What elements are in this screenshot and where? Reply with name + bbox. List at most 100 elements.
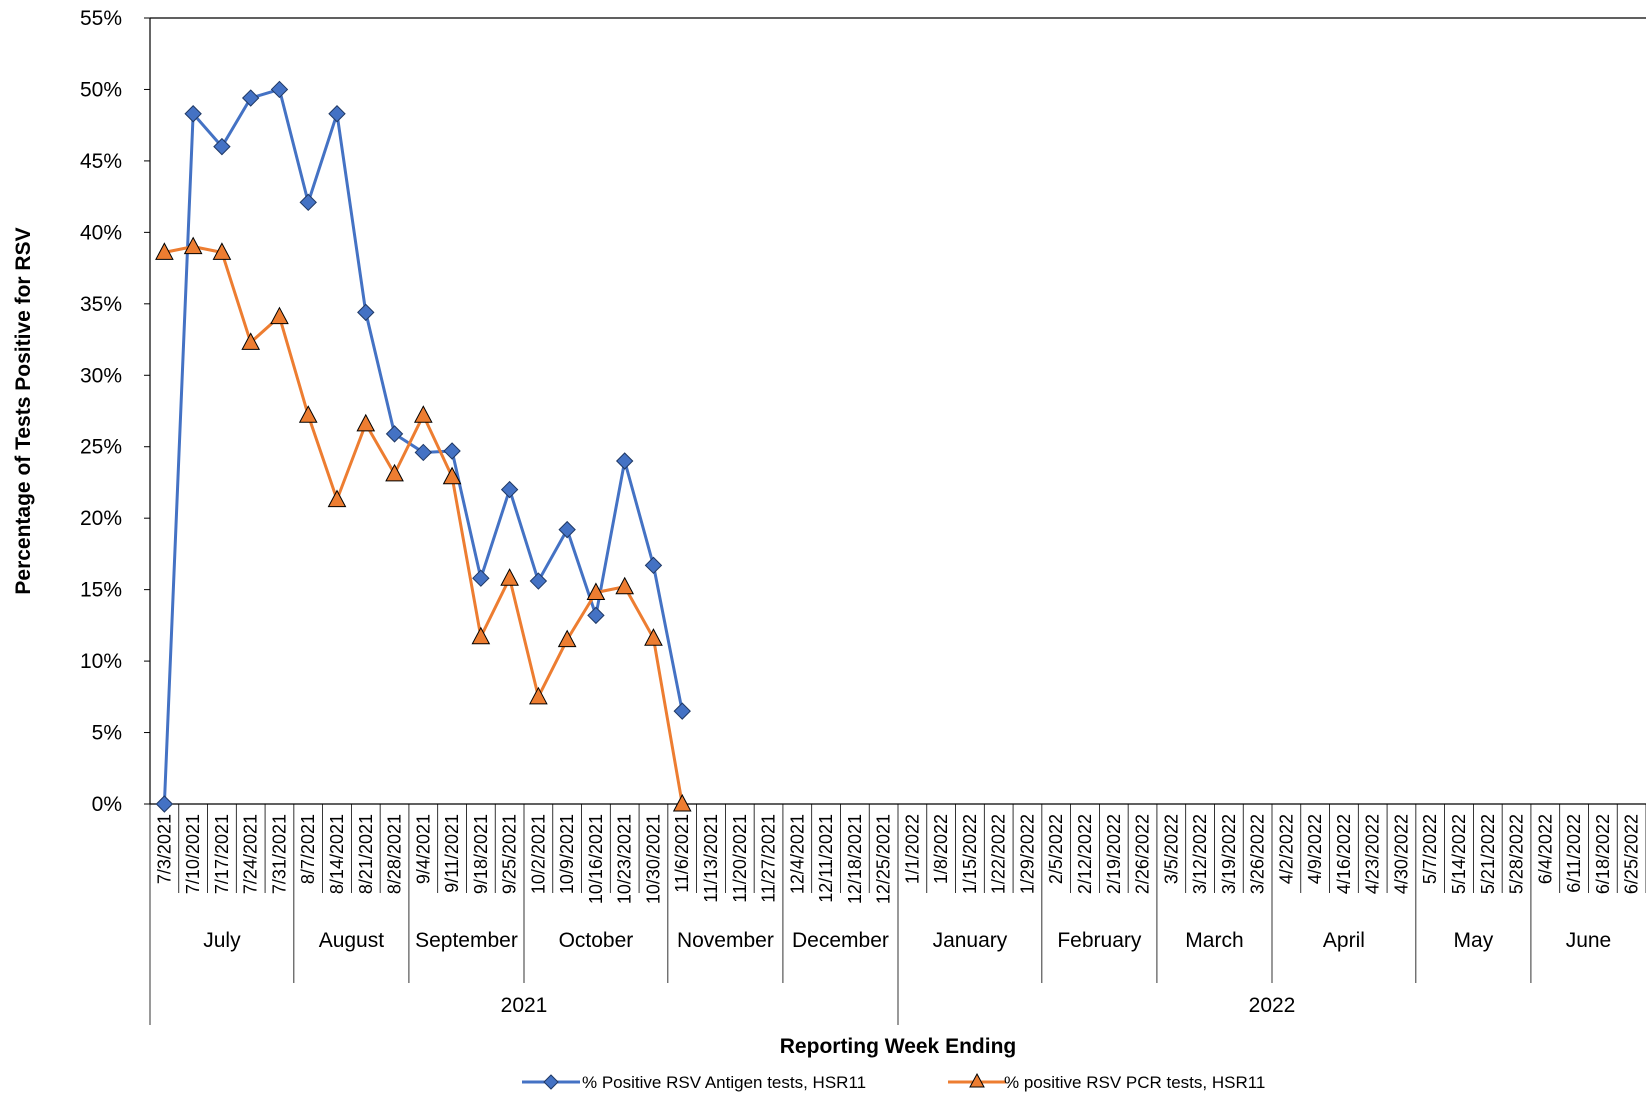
data-point-diamond [673, 702, 691, 720]
month-label: June [1566, 929, 1612, 952]
series-line [164, 245, 684, 805]
x-tick-label: 11/6/2021 [672, 814, 692, 893]
x-tick-label: 10/16/2021 [586, 814, 606, 904]
data-point-triangle [615, 576, 635, 595]
legend-pcr-triangle-icon [969, 1072, 985, 1088]
x-axis-title: Reporting Week Ending [780, 1035, 1016, 1058]
x-tick-label: 11/13/2021 [701, 814, 721, 903]
data-point-triangle [356, 413, 376, 432]
x-tick-label: 12/18/2021 [845, 814, 865, 904]
x-tick-label: 7/17/2021 [212, 814, 232, 894]
data-point-triangle [442, 466, 462, 485]
data-point-triangle [183, 236, 203, 255]
y-tick-label: 10% [80, 650, 122, 673]
x-tick-label: 4/16/2022 [1334, 814, 1354, 894]
data-point-diamond [500, 480, 519, 499]
x-tick-label: 7/31/2021 [269, 814, 289, 894]
legend: % Positive RSV Antigen tests, HSR11 % po… [522, 1072, 1265, 1092]
y-tick-label: 45% [80, 150, 122, 173]
x-tick-label: 10/30/2021 [643, 814, 663, 904]
x-tick-label: 12/11/2021 [816, 814, 836, 903]
data-point-diamond [385, 425, 404, 443]
month-label: August [319, 929, 385, 952]
x-tick-label: 4/9/2022 [1305, 814, 1325, 884]
x-tick-label: 9/11/2021 [442, 814, 462, 893]
x-tick-label: 3/12/2022 [1190, 814, 1210, 894]
x-tick-label: 8/21/2021 [356, 814, 376, 894]
x-tick-label: 3/19/2022 [1219, 814, 1239, 894]
x-tick-label: 8/7/2021 [298, 814, 318, 884]
y-axis-title: Percentage of Tests Positive for RSV [12, 227, 35, 594]
x-tick-label: 1/22/2022 [989, 814, 1009, 894]
y-tick-label: 35% [80, 293, 122, 316]
x-tick-label: 2/5/2022 [1046, 814, 1066, 884]
x-tick-label: 5/7/2022 [1420, 814, 1440, 884]
x-tick-label: 3/5/2022 [1161, 814, 1181, 884]
month-label: March [1185, 929, 1243, 952]
x-tick-label: 10/9/2021 [557, 814, 577, 894]
data-point-diamond [213, 137, 231, 156]
x-tick-label: 5/21/2022 [1478, 814, 1498, 894]
month-label: November [677, 929, 774, 952]
x-tick-label: 10/2/2021 [528, 814, 548, 894]
x-tick-label: 7/3/2021 [154, 814, 174, 884]
year-label: 2021 [501, 994, 548, 1017]
x-tick-label: 6/25/2022 [1622, 814, 1642, 894]
data-point-triangle [241, 332, 261, 350]
series-antigen [155, 80, 691, 813]
x-tick-label: 5/28/2022 [1507, 814, 1527, 894]
y-tick-label: 50% [80, 78, 122, 101]
legend-item-pcr: % positive RSV PCR tests, HSR11 [948, 1072, 1265, 1092]
data-point-triangle [413, 405, 433, 423]
data-point-diamond [615, 452, 634, 470]
x-tick-label: 2/26/2022 [1133, 814, 1153, 894]
data-point-diamond [558, 520, 576, 539]
x-tick-label: 6/4/2022 [1535, 814, 1555, 884]
axes: 0% 5% 10% 15% 20% 25% 30% 35% 40% 45% 50% 55% 7/3/20… [80, 7, 1646, 1025]
x-tick-label: 12/25/2021 [874, 814, 894, 904]
y-tick-label: 20% [80, 507, 122, 530]
data-point-triangle [557, 629, 577, 648]
data-point-diamond [328, 105, 346, 123]
x-tick-label: 6/11/2022 [1564, 814, 1584, 893]
x-tick-label: 4/30/2022 [1391, 814, 1411, 894]
data-point-triangle [270, 306, 289, 325]
series-pcr [155, 236, 692, 812]
data-point-diamond [644, 556, 663, 575]
data-point-diamond [270, 80, 289, 99]
data-point-diamond [414, 443, 433, 462]
data-point-diamond [529, 572, 548, 590]
y-tick-label: 25% [80, 436, 122, 459]
data-point-diamond [587, 606, 605, 625]
data-point-diamond [155, 795, 174, 813]
data-point-triangle [155, 242, 174, 260]
x-tick-label: 6/18/2022 [1593, 814, 1613, 894]
legend-antigen-label: % Positive RSV Antigen tests, HSR11 [582, 1073, 866, 1092]
x-tick-label: 9/18/2021 [471, 814, 491, 894]
x-tick-label: 1/15/2022 [960, 814, 980, 894]
x-tick-label: 7/24/2021 [241, 814, 261, 894]
x-tick-label: 11/27/2021 [759, 814, 779, 903]
month-label: December [792, 929, 889, 952]
data-point-diamond [184, 105, 202, 123]
x-tick-label: 1/8/2022 [931, 814, 951, 884]
x-tick-label: 5/14/2022 [1449, 814, 1469, 894]
data-point-triangle [586, 582, 606, 600]
data-point-triangle [644, 628, 663, 646]
month-label: April [1323, 929, 1365, 952]
data-point-triangle [385, 463, 404, 482]
data-point-diamond [241, 89, 260, 107]
x-tick-label: 4/23/2022 [1363, 814, 1383, 894]
month-label: October [559, 929, 634, 952]
x-tick-label: 12/4/2021 [787, 814, 807, 894]
year-label: 2022 [1249, 994, 1296, 1017]
data-point-triangle [672, 793, 692, 812]
month-label: February [1057, 929, 1142, 952]
data-point-diamond [299, 193, 317, 212]
x-tick-label: 9/4/2021 [413, 814, 433, 884]
month-label: September [415, 929, 518, 952]
x-tick-label: 4/2/2022 [1276, 814, 1296, 884]
y-tick-label: 55% [80, 7, 122, 30]
y-tick-label: 0% [92, 793, 122, 816]
